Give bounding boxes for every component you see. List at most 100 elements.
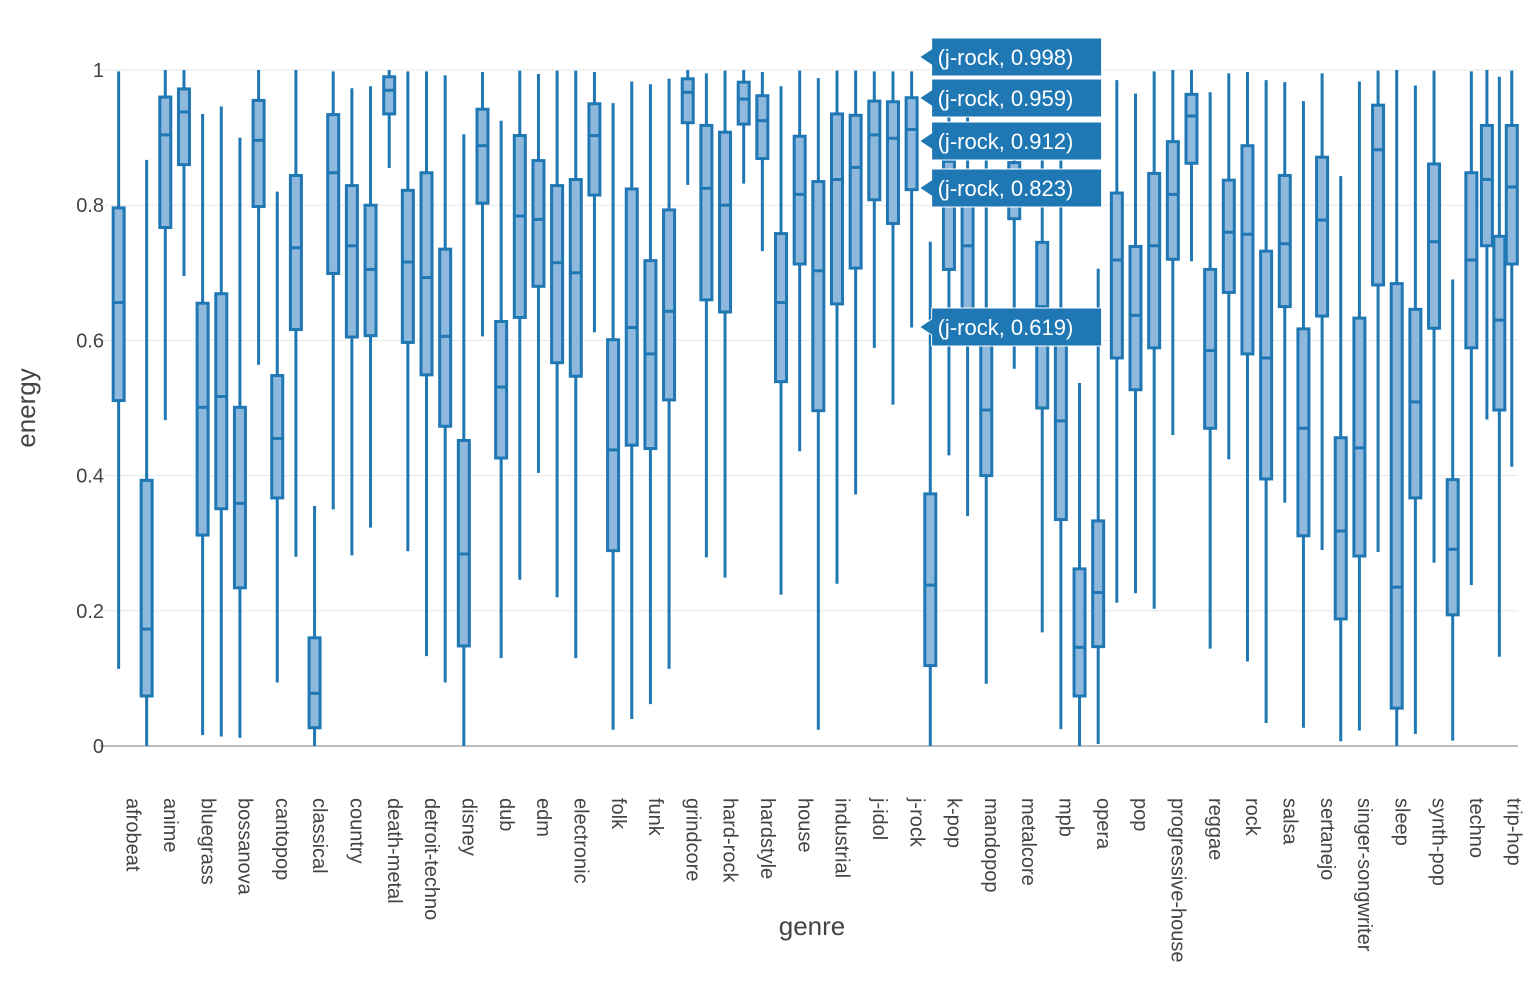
box-iqr[interactable]	[1259, 249, 1274, 481]
x-tick-label: trip-hop	[1502, 798, 1524, 866]
box-iqr[interactable]	[1240, 144, 1255, 356]
box-iqr[interactable]	[624, 187, 639, 447]
box-iqr[interactable]	[979, 330, 994, 478]
x-tick-label: detroit-techno	[420, 798, 442, 920]
box-iqr[interactable]	[867, 99, 882, 202]
hover-label-bg	[918, 37, 1103, 77]
hover-label-text: (j-rock, 0.912)	[938, 129, 1074, 154]
genre-edm	[512, 70, 546, 580]
genre-k-pop	[923, 83, 956, 746]
box-iqr[interactable]	[774, 232, 789, 384]
genre-hardstyle	[736, 70, 770, 252]
box-iqr[interactable]	[550, 184, 565, 365]
box-iqr[interactable]	[606, 338, 621, 553]
box-iqr[interactable]	[1371, 103, 1386, 287]
box-iqr[interactable]	[1147, 171, 1162, 350]
box-iqr[interactable]	[158, 95, 173, 230]
hover-label-bg	[918, 121, 1103, 161]
box-iqr[interactable]	[232, 405, 247, 590]
box-iqr[interactable]	[1072, 567, 1087, 698]
box-iqr[interactable]	[1492, 234, 1507, 412]
x-tick-label: mpb	[1055, 798, 1077, 837]
box-iqr[interactable]	[512, 134, 527, 319]
box-iqr[interactable]	[923, 492, 938, 668]
box-iqr[interactable]	[1504, 123, 1519, 266]
box-iqr[interactable]	[139, 478, 154, 698]
box-iqr[interactable]	[419, 171, 434, 377]
box-iqr[interactable]	[1296, 327, 1311, 538]
box-iqr[interactable]	[885, 100, 900, 225]
box-iqr[interactable]	[214, 292, 229, 511]
box-iqr[interactable]	[400, 188, 415, 344]
box-iqr[interactable]	[1445, 478, 1460, 617]
box-iqr[interactable]	[1277, 173, 1292, 309]
box-iqr[interactable]	[662, 208, 677, 402]
x-tick-label: progressive-house	[1167, 798, 1189, 963]
box-iqr[interactable]	[176, 87, 191, 167]
x-tick-label: folk	[607, 798, 629, 830]
x-tick-label: house	[793, 798, 815, 853]
x-tick-label: afrobeat	[122, 798, 144, 872]
box-iqr[interactable]	[699, 123, 714, 302]
hover-label-text: (j-rock, 0.959)	[938, 86, 1074, 111]
x-tick-label: mandopop	[980, 798, 1002, 893]
genre-folk	[587, 72, 621, 730]
x-tick-label: sleep	[1390, 798, 1412, 846]
genre-rock	[1221, 72, 1255, 662]
box-iqr[interactable]	[1221, 178, 1236, 294]
genre-disney	[438, 75, 471, 746]
box-iqr[interactable]	[1165, 140, 1180, 261]
box-iqr[interactable]	[680, 77, 695, 125]
box-iqr[interactable]	[811, 180, 826, 413]
box-iqr[interactable]	[1352, 316, 1367, 558]
box-iqr[interactable]	[1389, 282, 1404, 710]
box-iqr[interactable]	[382, 75, 397, 116]
x-tick-label: metalcore	[1017, 798, 1039, 886]
genre-reggae	[1184, 70, 1218, 649]
box-iqr[interactable]	[941, 159, 956, 271]
box-iqr[interactable]	[251, 98, 266, 209]
box-iqr[interactable]	[288, 173, 303, 332]
box-iqr[interactable]	[718, 130, 733, 314]
hover-label-text: (j-rock, 0.619)	[938, 315, 1074, 340]
box-iqr[interactable]	[904, 96, 919, 192]
box-iqr[interactable]	[755, 94, 770, 161]
y-tick-label: 0.4	[76, 466, 104, 488]
hover-label-text: (j-rock, 0.998)	[938, 45, 1074, 70]
box-iqr[interactable]	[1315, 155, 1330, 318]
box-iqr[interactable]	[475, 107, 490, 205]
box-iqr[interactable]	[456, 438, 471, 648]
box-iqr[interactable]	[1091, 519, 1106, 649]
box-iqr[interactable]	[829, 112, 844, 306]
hover-label: (j-rock, 0.619)	[918, 307, 1103, 347]
box-iqr[interactable]	[736, 80, 751, 126]
box-iqr[interactable]	[1203, 267, 1218, 430]
box-iqr[interactable]	[195, 301, 210, 537]
box-iqr[interactable]	[848, 113, 863, 270]
box-iqr[interactable]	[1109, 191, 1124, 360]
box-iqr[interactable]	[1408, 307, 1423, 500]
box-iqr[interactable]	[494, 319, 509, 460]
box-iqr[interactable]	[568, 178, 583, 378]
box-iqr[interactable]	[1479, 123, 1494, 248]
box-iqr[interactable]	[587, 102, 602, 197]
box-iqr[interactable]	[1128, 244, 1143, 392]
box-iqr[interactable]	[531, 159, 546, 288]
hover-label: (j-rock, 0.912)	[918, 121, 1103, 161]
box-iqr[interactable]	[326, 113, 341, 275]
genre-sertanejo	[1296, 73, 1330, 728]
box-iqr[interactable]	[111, 206, 126, 403]
genre-hard-rock	[699, 70, 733, 578]
box-iqr[interactable]	[1427, 162, 1442, 330]
genre-bossanova	[214, 106, 247, 738]
x-tick-label: anime	[159, 798, 181, 852]
box-iqr[interactable]	[270, 374, 285, 500]
box-iqr[interactable]	[344, 184, 359, 339]
x-tick-label: sertanejo	[1316, 798, 1338, 880]
box-iqr[interactable]	[307, 636, 322, 730]
box-iqr[interactable]	[792, 134, 807, 266]
box-iqr[interactable]	[1333, 436, 1348, 621]
box-iqr[interactable]	[1184, 92, 1199, 165]
x-tick-label: hard-rock	[719, 798, 741, 883]
